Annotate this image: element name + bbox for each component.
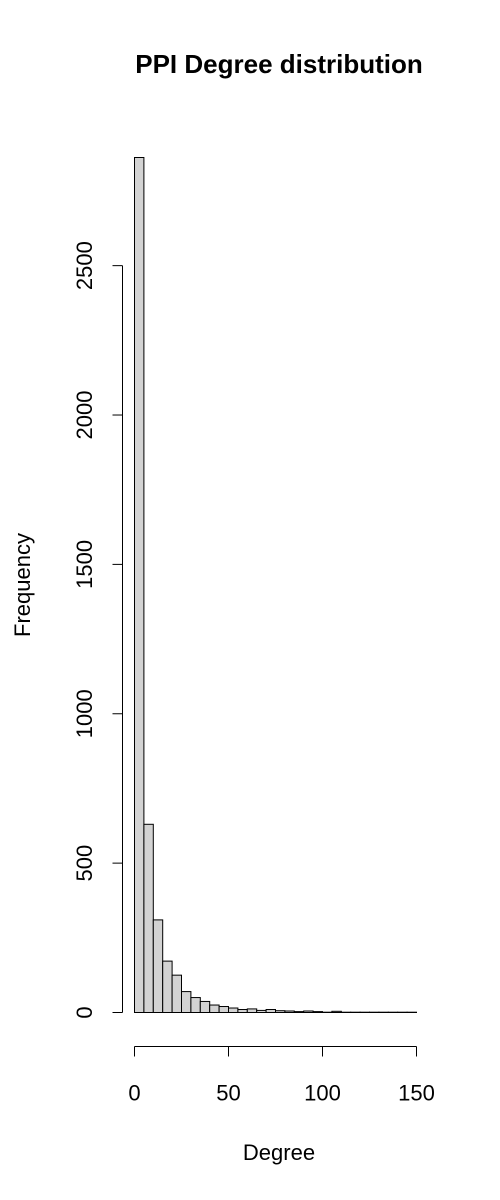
histogram-bar [303, 1010, 314, 1013]
histogram-bar [152, 919, 164, 1014]
histogram-bar [209, 1004, 220, 1013]
y-tick-label: 2000 [72, 391, 97, 440]
y-tick-label: 0 [72, 1006, 97, 1018]
x-tick-label: 50 [216, 1081, 240, 1106]
y-axis: 0 500 1000 1500 2000 2500 [72, 241, 123, 1019]
histogram-bar [171, 974, 183, 1013]
x-tick-label: 0 [128, 1081, 140, 1106]
histogram-bar [284, 1010, 295, 1013]
y-axis-label: Frequency [10, 533, 35, 637]
y-tick-label: 1000 [72, 689, 97, 738]
histogram-bar [293, 1011, 305, 1013]
histogram-bar [312, 1011, 324, 1013]
histogram-bar [275, 1010, 286, 1013]
x-tick-label: 150 [398, 1081, 435, 1106]
bars-group [134, 157, 418, 1014]
histogram-bar [265, 1009, 277, 1013]
histogram-bar [228, 1007, 239, 1013]
histogram-bar [190, 997, 201, 1013]
histogram-bar [134, 157, 145, 1013]
histogram-bar [331, 1010, 342, 1014]
histogram-bar [199, 1000, 211, 1013]
chart-title: PPI Degree distribution [135, 49, 423, 79]
y-tick-label: 500 [72, 845, 97, 882]
histogram-bar [246, 1008, 258, 1014]
x-tick-label: 100 [304, 1081, 341, 1106]
histogram-bar [143, 823, 154, 1014]
histogram-bar [256, 1009, 267, 1014]
histogram-bar [237, 1009, 248, 1013]
y-tick-label: 2500 [72, 241, 97, 290]
histogram-bar [162, 960, 173, 1013]
histogram-bar [218, 1006, 230, 1013]
x-axis-label: Degree [243, 1140, 315, 1165]
x-axis: 0 50 100 150 [128, 1046, 435, 1106]
y-tick-label: 1500 [72, 540, 97, 589]
histogram-bar [181, 991, 192, 1014]
